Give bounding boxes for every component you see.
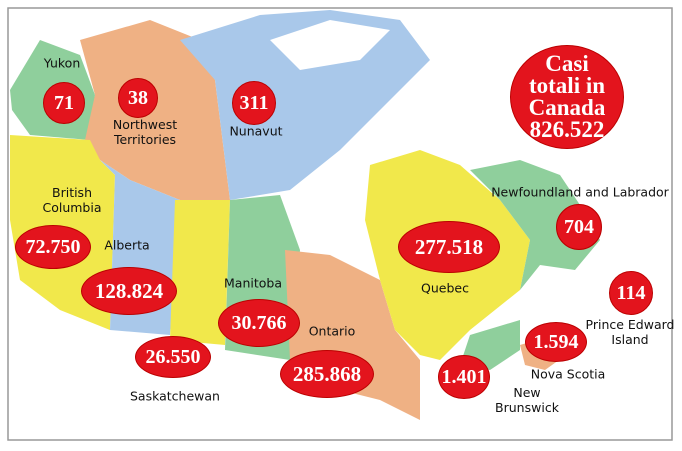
case-count: 311 xyxy=(232,81,276,125)
case-count: 114 xyxy=(609,271,653,315)
region-name: British Columbia xyxy=(42,185,102,215)
case-count: 26.550 xyxy=(135,336,211,378)
region-name: New Brunswick xyxy=(495,385,559,415)
case-count: 38 xyxy=(118,78,158,118)
region-name: Prince Edward Island xyxy=(585,317,675,347)
case-count: 128.824 xyxy=(81,267,177,315)
region-name: Manitoba xyxy=(224,275,282,291)
case-count: 1.594 xyxy=(525,322,587,362)
region-name: Yukon xyxy=(43,55,81,71)
region-name: Northwest Territories xyxy=(112,117,178,147)
case-count: 1.401 xyxy=(438,355,490,399)
region-name: Alberta xyxy=(104,237,150,253)
case-count: 285.868 xyxy=(280,350,374,398)
region-name: Ontario xyxy=(308,323,356,339)
region-name: Nunavut xyxy=(229,123,283,139)
total-badge: Casi totali in Canada 826.522 xyxy=(510,45,624,149)
region-name: Quebec xyxy=(421,280,469,296)
region-name: Saskatchewan xyxy=(130,388,220,404)
case-count: 71 xyxy=(43,82,85,124)
total-title: Casi totali in Canada xyxy=(528,51,606,120)
case-count: 277.518 xyxy=(398,221,500,273)
region-name: Newfoundland and Labrador xyxy=(491,184,669,200)
case-count: 30.766 xyxy=(218,299,300,347)
region-name: Nova Scotia xyxy=(530,366,606,382)
case-count: 704 xyxy=(556,204,602,250)
case-count: 72.750 xyxy=(15,225,91,269)
total-value: 826.522 xyxy=(529,117,605,142)
